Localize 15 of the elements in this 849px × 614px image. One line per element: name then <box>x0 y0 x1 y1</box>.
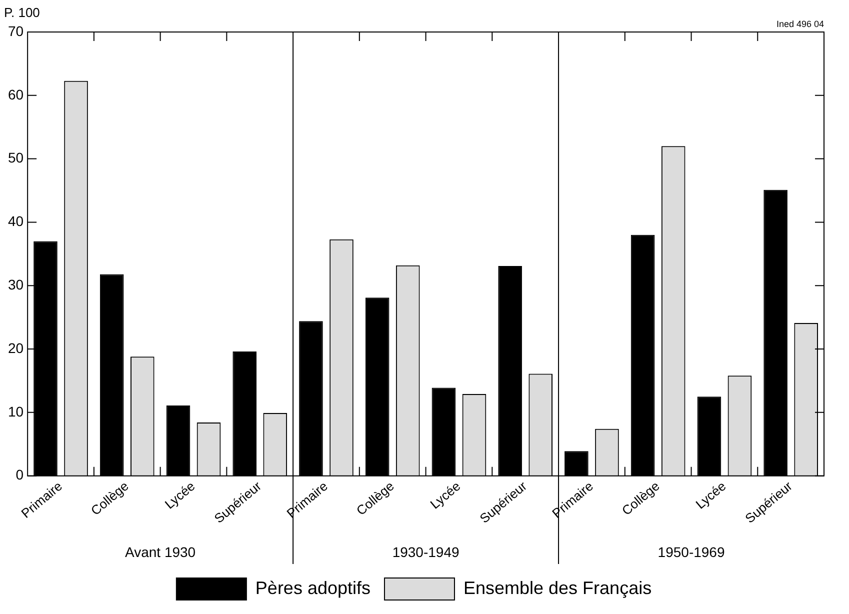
y-tick-label: 20 <box>8 340 24 356</box>
text: Ined 496 04 <box>776 18 824 29</box>
y-tick-label: 30 <box>8 276 24 292</box>
text: 1950-1969 <box>658 544 725 560</box>
text: Avant 1930 <box>125 544 196 560</box>
y-tick-label: 50 <box>8 150 24 166</box>
y-axis-title: P. 100 <box>4 5 40 20</box>
y-tick-label: 70 <box>8 22 24 39</box>
y-tick-label: 40 <box>8 213 24 230</box>
text: 1930-1949 <box>392 544 460 560</box>
y-tick-label: 0 <box>16 466 24 483</box>
y-tick-label: 60 <box>8 86 24 102</box>
legend-label: Pères adoptifs <box>255 578 370 598</box>
legend-label: Ensemble des Français <box>463 578 652 598</box>
y-tick-label: 10 <box>8 403 24 420</box>
